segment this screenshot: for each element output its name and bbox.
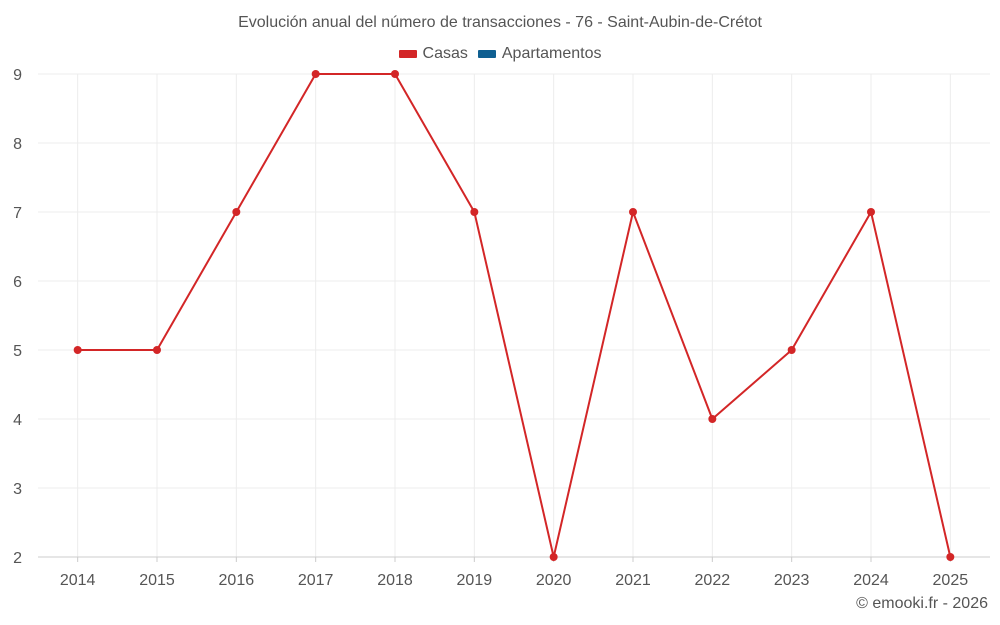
legend-swatch-casas [398, 50, 417, 58]
data-point-casas-2025 [946, 553, 955, 561]
x-tick-label: 2021 [615, 572, 651, 589]
x-tick-label: 2023 [774, 572, 810, 589]
y-tick-label: 9 [13, 67, 22, 84]
data-point-casas-2023 [787, 346, 796, 354]
x-tick-label: 2025 [933, 572, 969, 589]
y-tick-label: 7 [13, 205, 22, 222]
data-point-casas-2018 [391, 70, 399, 78]
chart-title: Evolución anual del número de transaccio… [238, 14, 762, 31]
y-tick-label: 4 [13, 412, 22, 429]
legend: Casas Apartamentos [0, 45, 1000, 63]
data-point-casas-2022 [708, 415, 717, 423]
x-tick-label: 2020 [536, 572, 572, 589]
legend-label-casas: Casas [422, 45, 468, 62]
y-tick-label: 6 [13, 274, 22, 291]
legend-item-casas[interactable]: Casas [398, 45, 468, 63]
data-point-casas-2017 [311, 70, 320, 78]
copyright-text: © emooki.fr - 2026 [856, 595, 988, 612]
y-tick-label: 2 [13, 550, 22, 567]
legend-item-apartamentos[interactable]: Apartamentos [477, 45, 602, 63]
x-tick-label: 2015 [139, 572, 175, 589]
x-tick-label: 2014 [60, 572, 96, 589]
x-tick-label: 2024 [853, 572, 889, 589]
data-point-casas-2014 [73, 346, 82, 354]
legend-swatch-apartamentos [477, 50, 496, 58]
x-tick-label: 2018 [377, 572, 413, 589]
y-tick-label: 5 [13, 343, 22, 360]
x-tick-label: 2019 [457, 572, 493, 589]
x-tick-label: 2017 [298, 572, 334, 589]
data-point-casas-2016 [232, 208, 241, 216]
x-tick-label: 2022 [695, 572, 731, 589]
x-tick-label: 2016 [219, 572, 255, 589]
data-point-casas-2020 [549, 553, 558, 561]
data-point-casas-2019 [470, 208, 479, 216]
data-point-casas-2021 [629, 208, 637, 216]
y-tick-label: 8 [13, 136, 22, 153]
data-point-casas-2024 [867, 208, 875, 216]
data-point-casas-2015 [153, 346, 161, 354]
y-tick-label: 3 [13, 481, 22, 498]
series-line-casas [77, 73, 952, 558]
legend-label-apartamentos: Apartamentos [501, 45, 602, 62]
